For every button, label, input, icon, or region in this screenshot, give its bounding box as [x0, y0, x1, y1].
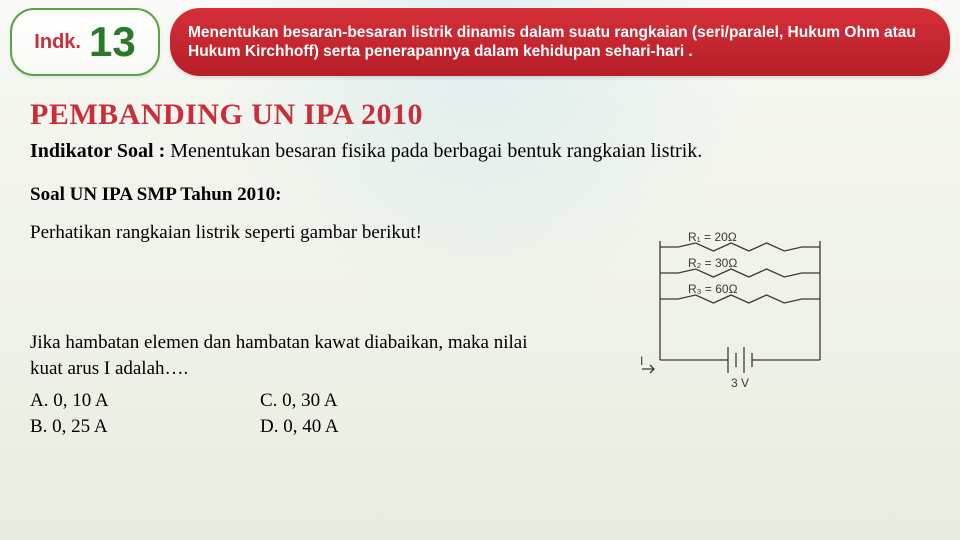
- svg-text:R₂ = 30Ω: R₂ = 30Ω: [688, 256, 737, 270]
- svg-text:I: I: [640, 354, 643, 368]
- indicator-pill: Indk. 13: [10, 8, 160, 76]
- choice-c: C. 0, 30 A: [260, 388, 460, 414]
- indikator-text: Menentukan besaran fisika pada berbagai …: [170, 140, 702, 162]
- circuit-diagram: R₁ = 20Ω R₂ = 30Ω R₃ = 60Ω 3 V I: [590, 225, 870, 400]
- question-prompt: Perhatikan rangkaian listrik seperti gam…: [30, 222, 422, 244]
- choice-b: B. 0, 25 A: [30, 414, 260, 440]
- indikator-line: Indikator Soal : Menentukan besaran fisi…: [30, 140, 930, 163]
- choice-a: A. 0, 10 A: [30, 388, 260, 414]
- svg-text:R₁ = 20Ω: R₁ = 20Ω: [688, 230, 737, 244]
- description-text: Menentukan besaran-besaran listrik dinam…: [188, 23, 932, 62]
- svg-text:R₃ = 60Ω: R₃ = 60Ω: [688, 282, 738, 296]
- indikator-label: Indikator Soal :: [30, 140, 165, 162]
- question-text: Jika hambatan elemen dan hambatan kawat …: [30, 330, 550, 381]
- page-title: PEMBANDING UN IPA 2010: [30, 98, 423, 132]
- header: Indk. 13 Menentukan besaran-besaran list…: [10, 8, 950, 76]
- answer-choices: A. 0, 10 A C. 0, 30 A B. 0, 25 A D. 0, 4…: [30, 388, 460, 439]
- soal-heading: Soal UN IPA SMP Tahun 2010:: [30, 184, 281, 206]
- indk-label: Indk.: [34, 31, 81, 54]
- description-pill: Menentukan besaran-besaran listrik dinam…: [170, 8, 950, 76]
- choice-d: D. 0, 40 A: [260, 414, 460, 440]
- indk-number: 13: [89, 18, 136, 66]
- svg-text:3 V: 3 V: [731, 376, 749, 390]
